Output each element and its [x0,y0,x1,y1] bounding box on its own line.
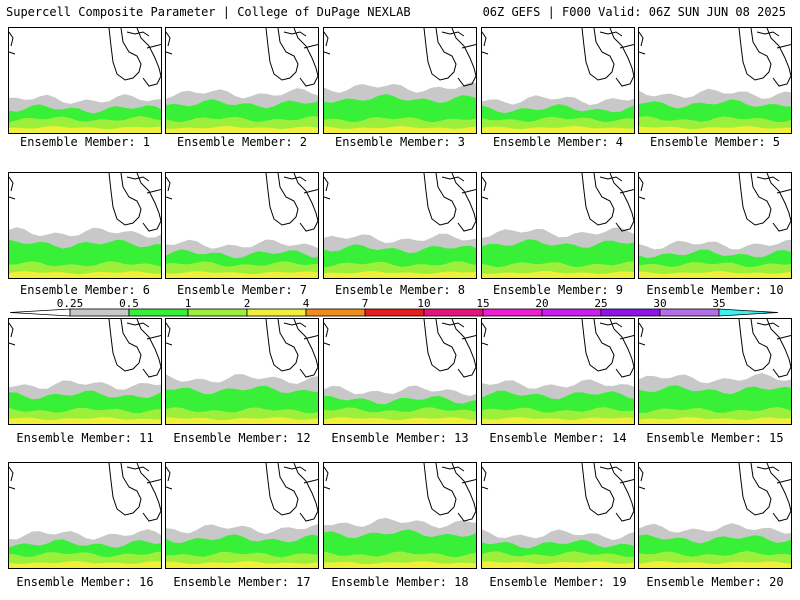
ensemble-member-label: Ensemble Member: 14 [489,431,627,445]
colorbar-tick-label: 7 [362,297,369,310]
ensemble-member-label: Ensemble Member: 1 [19,135,151,149]
member-map [482,463,634,568]
ensemble-member-label: Ensemble Member: 13 [331,431,469,445]
member-map [166,463,318,568]
colorbar-tick-label: 1 [185,297,192,310]
colorbar-tick-label: 2 [244,297,251,310]
colorbar-segment [659,308,720,317]
ensemble-member-label: Ensemble Member: 3 [334,135,466,149]
valid-time: 06Z GEFS | F000 Valid: 06Z SUN JUN 08 20… [482,5,786,19]
colorbar-left-tip [10,308,71,317]
ensemble-member-label: Ensemble Member: 17 [173,575,311,589]
member-map [639,463,791,568]
member-map [166,28,318,133]
colorbar-tick-label: 35 [712,297,725,310]
colorbar-segment [364,308,425,317]
ensemble-map-panel [8,462,162,569]
colorbar-tick-label: 0.5 [119,297,139,310]
ensemble-member-label: Ensemble Member: 12 [173,431,311,445]
colorbar-tick-label: 15 [476,297,489,310]
ensemble-member-label: Ensemble Member: 15 [646,431,784,445]
member-map [9,173,161,278]
colorbar-segment [718,308,779,317]
member-map [9,28,161,133]
member-map [324,173,476,278]
colorbar-segment [305,308,366,317]
ensemble-map-panel [638,462,792,569]
ensemble-map-panel [165,462,319,569]
colorbar-tick-label: 25 [594,297,607,310]
ensemble-member-label: Ensemble Member: 9 [492,283,624,297]
ensemble-map-panel [8,172,162,279]
ensemble-member-label: Ensemble Member: 8 [334,283,466,297]
ensemble-map-panel [8,27,162,134]
ensemble-map-panel [638,172,792,279]
ensemble-map-panel [165,172,319,279]
member-map [324,319,476,424]
colorbar-tick-label: 30 [653,297,666,310]
ensemble-map-panel [481,27,635,134]
member-map [324,463,476,568]
member-map [166,173,318,278]
member-map [482,173,634,278]
ensemble-map-panel [323,172,477,279]
colorbar-segment [128,308,189,317]
ensemble-member-label: Ensemble Member: 19 [489,575,627,589]
ensemble-map-panel [165,318,319,425]
colorbar-tick-label: 20 [535,297,548,310]
ensemble-member-label: Ensemble Member: 20 [646,575,784,589]
member-map [639,173,791,278]
member-map [9,463,161,568]
ensemble-map-panel [638,318,792,425]
colorbar-segment [69,308,130,317]
colorbar-segment [482,308,543,317]
member-map [324,28,476,133]
ensemble-member-label: Ensemble Member: 2 [176,135,308,149]
ensemble-map-panel [323,462,477,569]
ensemble-map-panel [638,27,792,134]
colorbar-tick-label: 10 [417,297,430,310]
ensemble-map-panel [481,318,635,425]
ensemble-map-panel [481,462,635,569]
colorbar-segment [541,308,602,317]
member-map [9,319,161,424]
ensemble-map-panel [165,27,319,134]
member-map [639,28,791,133]
colorbar-segment [246,308,307,317]
member-map [639,319,791,424]
ensemble-member-label: Ensemble Member: 11 [16,431,154,445]
ensemble-member-label: Ensemble Member: 18 [331,575,469,589]
ensemble-member-label: Ensemble Member: 5 [649,135,781,149]
color-legend: 0.25 0.5 1 2 4 7 10 15 20 25 30 35 [10,297,779,317]
member-map [166,319,318,424]
ensemble-map-panel [323,318,477,425]
ensemble-map-panel [323,27,477,134]
ensemble-member-label: Ensemble Member: 10 [646,283,784,297]
ensemble-map-panel [481,172,635,279]
ensemble-member-label: Ensemble Member: 7 [176,283,308,297]
ensemble-map-panel [8,318,162,425]
ensemble-member-label: Ensemble Member: 4 [492,135,624,149]
ensemble-member-label: Ensemble Member: 6 [19,283,151,297]
colorbar-segment [187,308,248,317]
member-map [482,28,634,133]
chart-title: Supercell Composite Parameter | College … [6,5,411,19]
colorbar-tick-label: 4 [303,297,310,310]
ensemble-member-label: Ensemble Member: 16 [16,575,154,589]
colorbar-tick-label: 0.25 [57,297,84,310]
member-map [482,319,634,424]
colorbar-segment [600,308,661,317]
colorbar-segment [423,308,484,317]
